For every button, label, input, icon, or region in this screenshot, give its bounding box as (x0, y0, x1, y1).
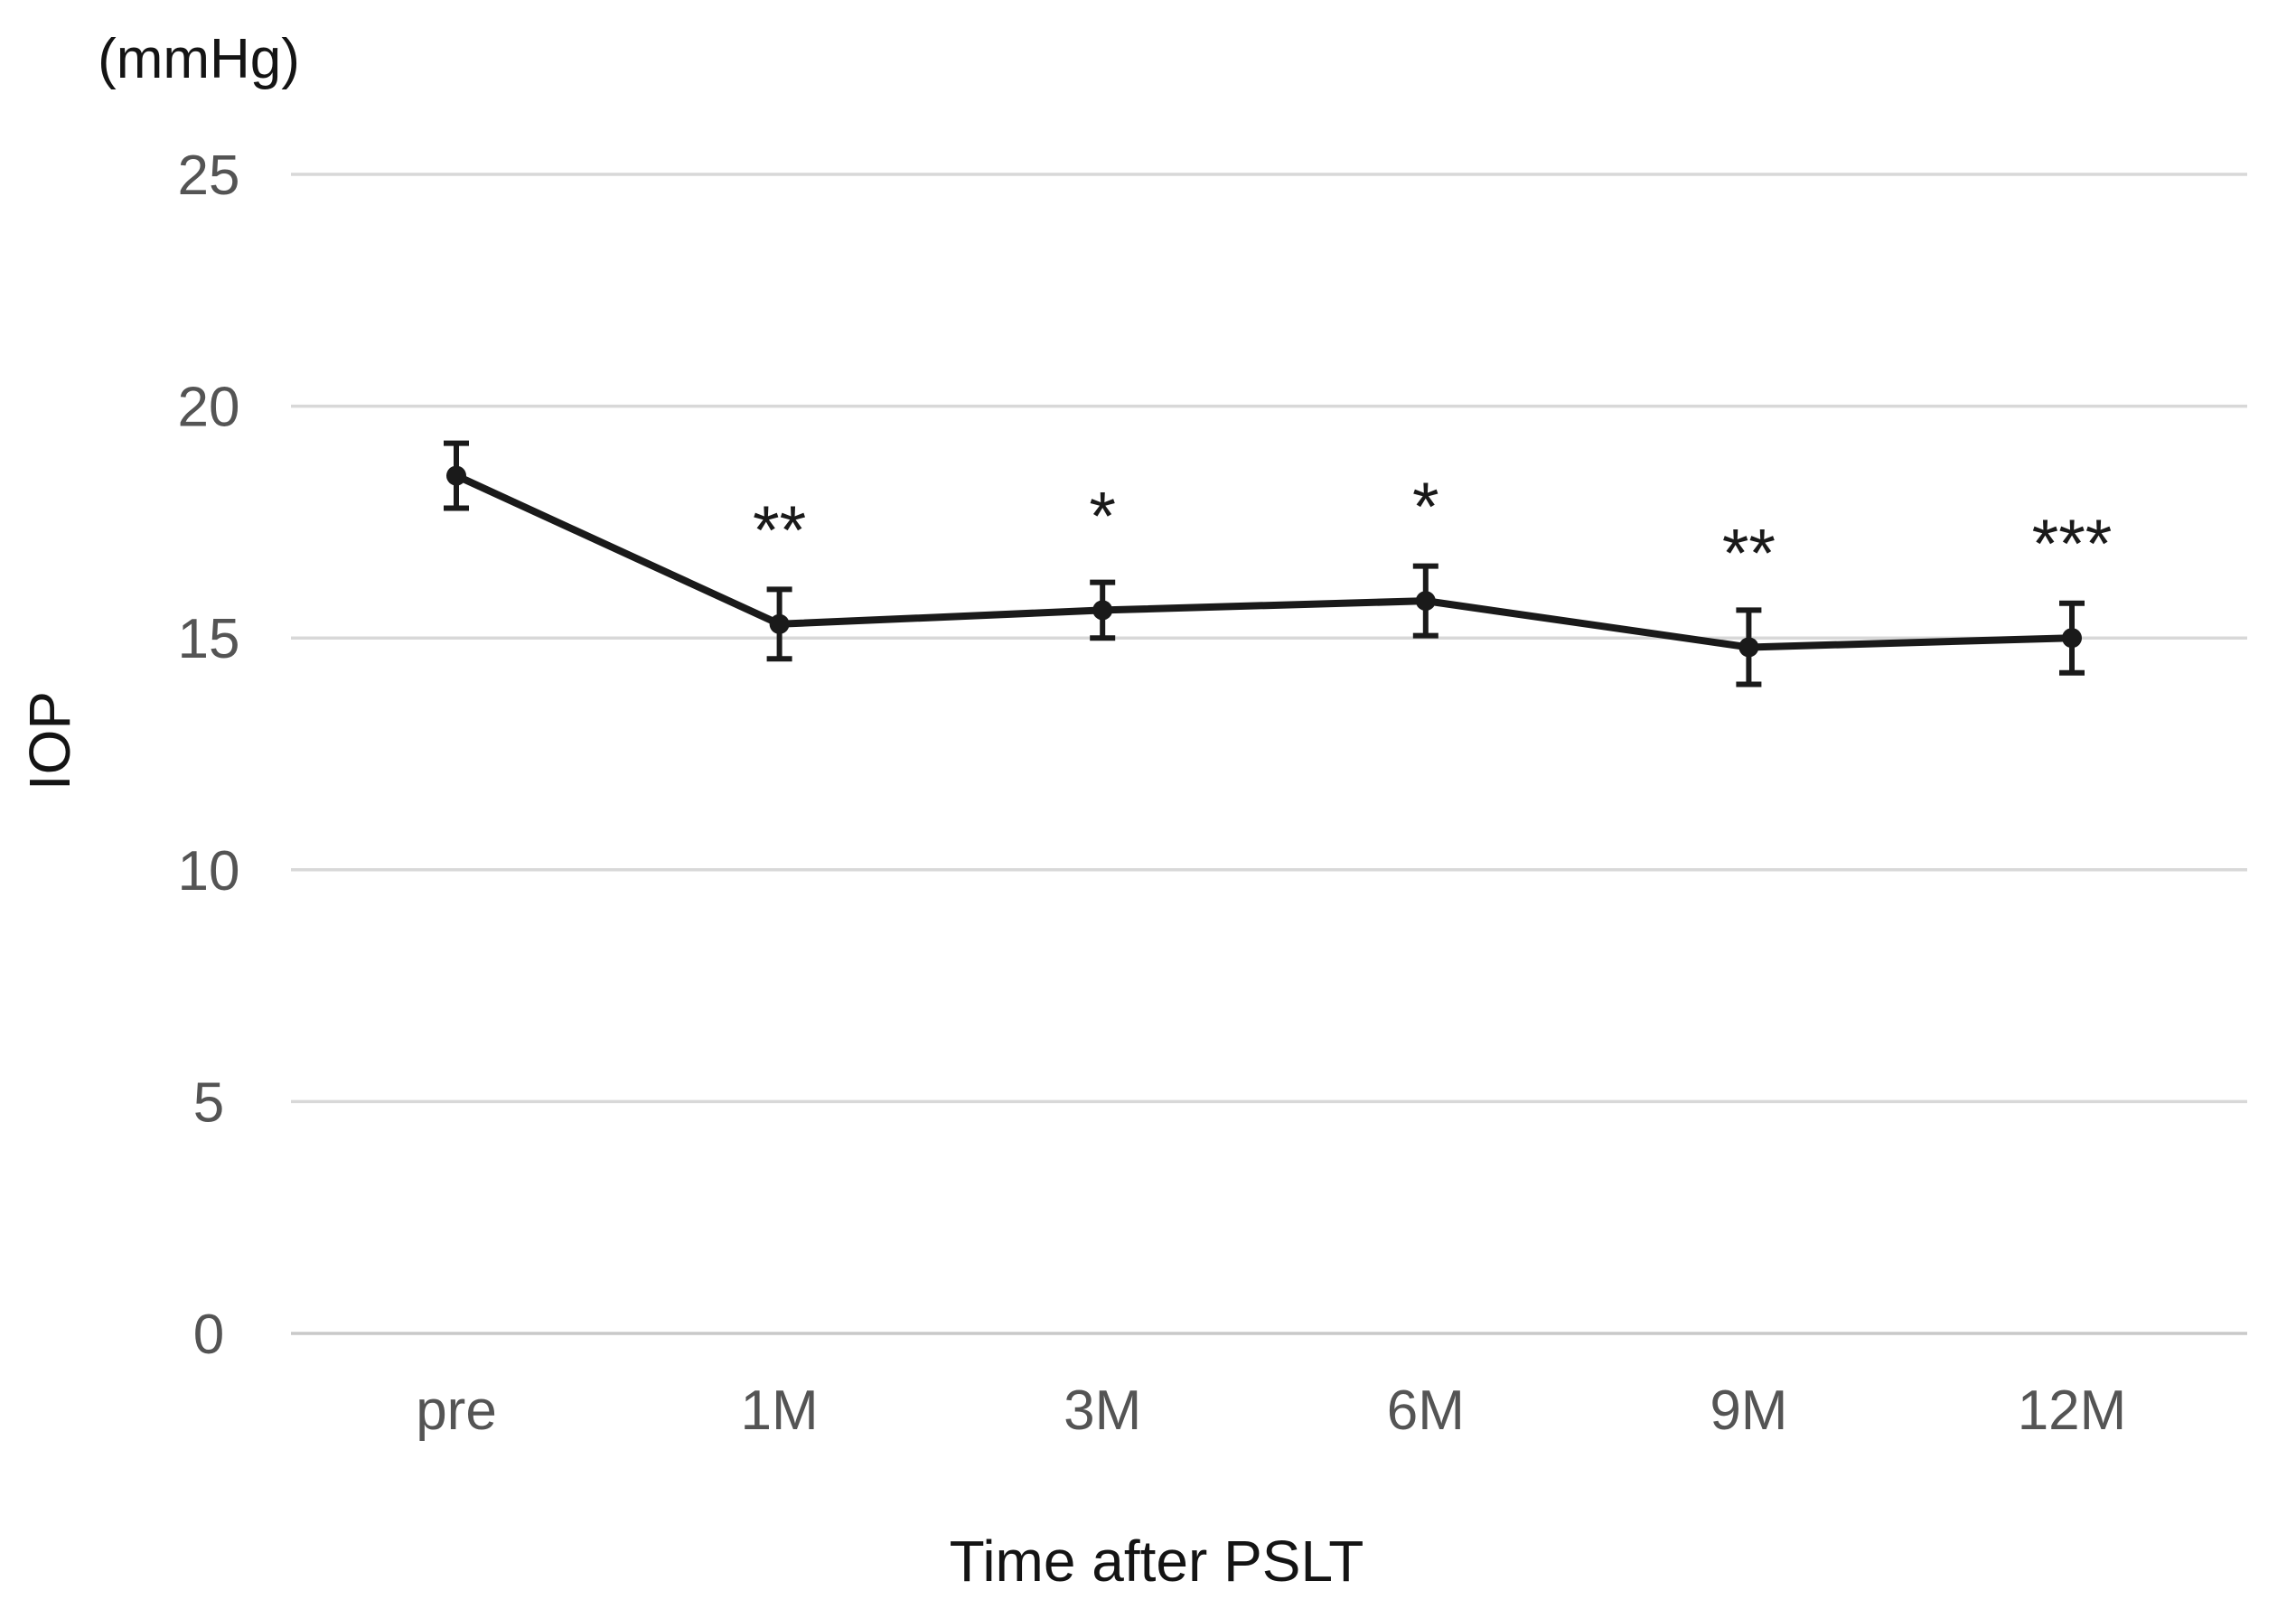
y-axis-tick-labels: 0 5 10 15 20 25 (178, 145, 240, 1366)
y-axis-unit-label: (mmHg) (98, 28, 300, 90)
significance-6M: * (1412, 469, 1439, 546)
y-tick-label-15: 15 (178, 608, 240, 670)
x-tick-label-pre: pre (416, 1380, 497, 1442)
data-points (446, 465, 2082, 658)
significance-12M: *** (2032, 506, 2113, 583)
x-tick-label-9M: 9M (1710, 1380, 1787, 1442)
data-point-6M (1415, 591, 1436, 612)
significance-9M: ** (1722, 515, 1776, 592)
significance-3M: * (1089, 478, 1116, 555)
data-point-pre (446, 465, 466, 486)
y-tick-label-20: 20 (178, 377, 240, 439)
data-point-1M (769, 613, 790, 634)
x-tick-label-3M: 3M (1064, 1380, 1141, 1442)
iop-series-line (453, 472, 2076, 651)
gridlines (291, 173, 2247, 1335)
data-point-3M (1092, 600, 1113, 621)
y-tick-label-5: 5 (193, 1071, 224, 1134)
y-tick-label-0: 0 (193, 1304, 224, 1366)
x-tick-label-12M: 12M (2018, 1380, 2127, 1442)
x-axis-title: Time after PSLT (950, 1529, 1364, 1594)
data-point-9M (1738, 637, 1759, 658)
x-tick-label-6M: 6M (1387, 1380, 1465, 1442)
data-point-12M (2062, 628, 2082, 649)
y-tick-label-10: 10 (178, 840, 240, 903)
x-tick-label-1M: 1M (741, 1380, 819, 1442)
significance-markers: ** * *** *** (753, 469, 2112, 592)
y-axis-title: IOP (17, 691, 82, 790)
x-axis-tick-labels: pre 1M 3M 6M 9M 12M (416, 1380, 2126, 1442)
y-tick-label-25: 25 (178, 145, 240, 207)
significance-1M: ** (753, 492, 806, 569)
